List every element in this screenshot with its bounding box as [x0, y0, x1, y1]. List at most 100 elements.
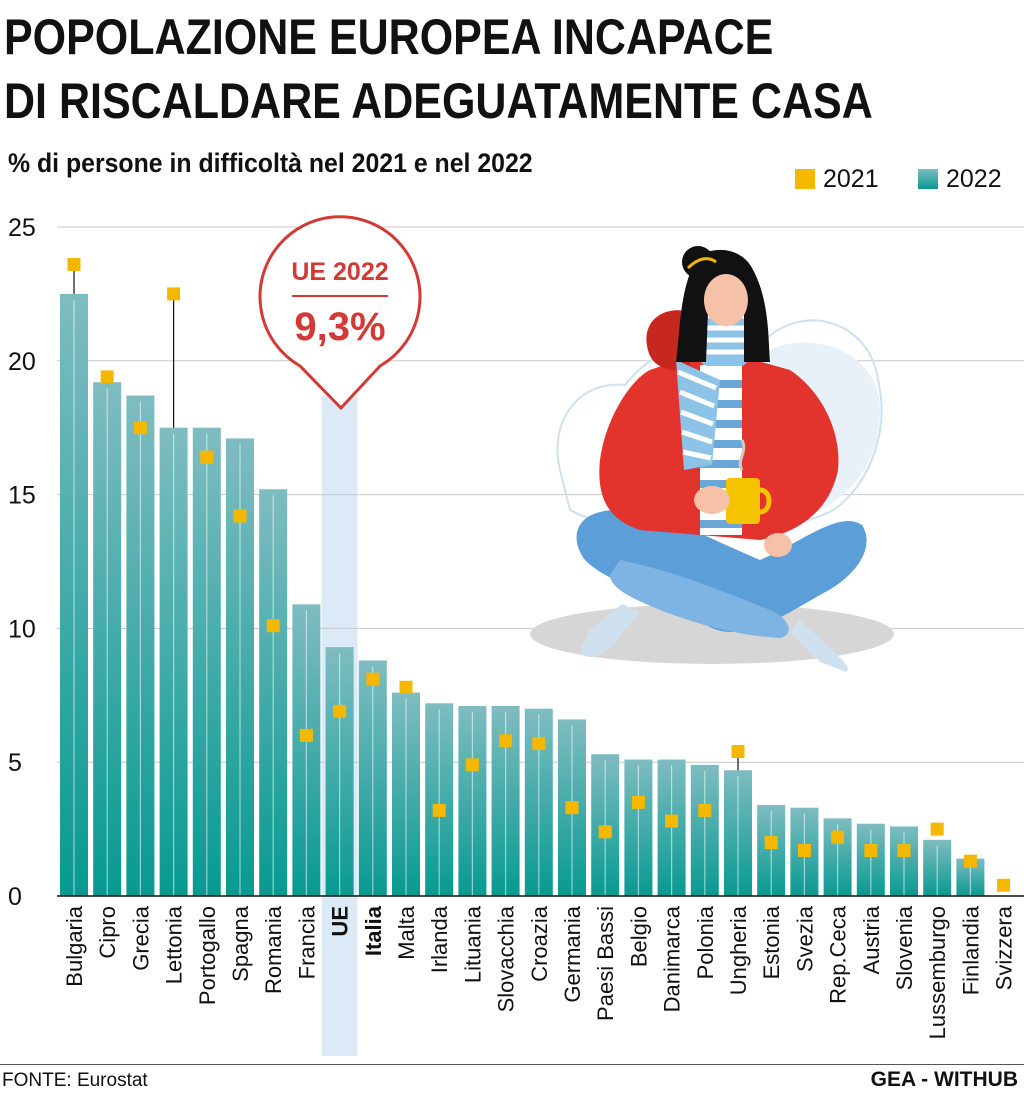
marker-2021-spagna [233, 509, 247, 523]
legend-swatch-2022 [918, 169, 938, 189]
marker-2021-lituania [465, 758, 479, 772]
shirt-stripe-8 [700, 520, 742, 528]
marker-2021-danimarca [665, 814, 679, 828]
x-tick-label-italia: Italia [361, 905, 386, 956]
x-tick-label-estonia: Estonia [759, 905, 784, 979]
marker-2021-ue [333, 704, 347, 718]
woman-illustration [530, 246, 894, 672]
legs-shape [576, 509, 867, 632]
legend-item-2022: 2022 [918, 165, 1002, 193]
x-tick-label-rep-ceca: Rep.Ceca [826, 905, 851, 1004]
x-tick-label-spagna: Spagna [228, 905, 253, 982]
marker-2021-bulgaria [67, 257, 81, 271]
x-tick-label-paesi-bassi: Paesi Bassi [593, 906, 618, 1021]
marker-2021-rep-ceca [831, 830, 845, 844]
marker-2021-irlanda [432, 803, 446, 817]
marker-2021-lussemburgo [930, 822, 944, 836]
x-tick-label-belgio: Belgio [626, 906, 651, 967]
hand-shape [694, 486, 730, 514]
ue-2022-callout: UE 2022 9,3% [258, 215, 422, 411]
marker-2021-lettonia [167, 287, 181, 301]
hand-right-shape [764, 533, 792, 557]
x-tick-label-danimarca: Danimarca [660, 905, 685, 1012]
marker-2021-austria [864, 844, 878, 858]
callout-value: 9,3% [294, 305, 385, 349]
brand-credit: GEA - WITHUB [870, 1068, 1018, 1091]
marker-2021-estonia [764, 835, 778, 849]
footer-divider [0, 1064, 1024, 1065]
marker-2021-svezia [797, 844, 811, 858]
chart-title-line-1: POPOLAZIONE EUROPEA INCAPACE [4, 9, 774, 65]
x-tick-label-bulgaria: Bulgaria [62, 905, 87, 986]
x-tick-label-irlanda: Irlanda [427, 905, 452, 973]
y-tick-label-10: 10 [8, 615, 36, 643]
marker-2021-slovacchia [499, 734, 513, 748]
x-tick-label-slovacchia: Slovacchia [494, 905, 519, 1012]
left-shoe-shape [580, 604, 640, 658]
shirt-stripe-1 [700, 380, 742, 388]
x-tick-label-slovenia: Slovenia [892, 905, 917, 990]
marker-2021-slovenia [897, 844, 911, 858]
legend-label-2022: 2022 [946, 164, 1002, 193]
x-tick-label-cipro: Cipro [95, 906, 120, 959]
right-shoe-shape [790, 620, 848, 672]
x-tick-label-ungheria: Ungheria [726, 905, 751, 995]
scarf-neck-stripes [700, 325, 748, 355]
steam-shape [738, 439, 746, 471]
marker-2021-romania [266, 619, 280, 633]
x-tick-label-malta: Malta [394, 905, 419, 960]
marker-2021-germania [565, 801, 579, 815]
marker-2021-cipro [100, 370, 114, 384]
shirt-stripe-5 [700, 460, 742, 468]
x-tick-label-croazia: Croazia [527, 905, 552, 982]
marker-2021-italia [366, 672, 380, 686]
y-tick-label-15: 15 [8, 482, 36, 510]
x-tick-label-grecia: Grecia [128, 905, 153, 971]
x-tick-label-ue: UE [328, 906, 353, 937]
marker-2021-croazia [532, 736, 546, 750]
chart-subtitle: % di persone in difficoltà nel 2021 e ne… [8, 148, 533, 178]
x-tick-label-lussemburgo: Lussemburgo [925, 906, 950, 1039]
leg-lower-shape [610, 560, 789, 638]
chart-title-line-2: DI RISCALDARE ADEGUATAMENTE CASA [4, 73, 873, 129]
shirt-stripe-4 [700, 440, 742, 448]
x-tick-label-germania: Germania [560, 905, 585, 1002]
x-tick-label-portogallo: Portogallo [195, 906, 220, 1005]
callout-label: UE 2022 [291, 258, 388, 286]
scarf-stripes [677, 369, 717, 461]
y-tick-label-20: 20 [8, 348, 36, 376]
marker-2021-ungheria [731, 744, 745, 758]
x-tick-label-austria: Austria [859, 905, 884, 974]
y-tick-label-25: 25 [8, 214, 36, 242]
x-tick-label-romania: Romania [261, 905, 286, 994]
x-tick-label-svezia: Svezia [792, 905, 817, 972]
marker-2021-finlandia [963, 854, 977, 868]
x-tick-label-francia: Francia [294, 905, 319, 979]
legend-swatch-2021 [795, 169, 815, 189]
marker-2021-paesi-bassi [598, 825, 612, 839]
y-tick-label-0: 0 [8, 883, 22, 911]
x-tick-label-polonia: Polonia [693, 905, 718, 979]
mug-handle-shape [759, 487, 772, 515]
shirt-stripe-6 [700, 480, 742, 488]
x-tick-label-lettonia: Lettonia [162, 905, 187, 984]
marker-2021-francia [299, 728, 313, 742]
mug-shape [726, 478, 760, 524]
y-tick-label-5: 5 [8, 749, 22, 777]
marker-2021-grecia [133, 421, 147, 435]
marker-2021-belgio [631, 795, 645, 809]
legend-item-2021: 2021 [795, 165, 879, 193]
face-shape [704, 274, 748, 326]
callout-bubble-shape [258, 215, 422, 411]
source-note: FONTE: Eurostat [2, 1070, 148, 1091]
x-tick-label-svizzera: Svizzera [992, 905, 1017, 990]
marker-2021-svizzera [997, 878, 1011, 892]
shirt-stripe-3 [700, 420, 742, 428]
shirt-stripe-2 [700, 400, 742, 408]
legend-label-2021: 2021 [823, 164, 879, 193]
marker-2021-malta [399, 680, 413, 694]
x-tick-label-finlandia: Finlandia [958, 905, 983, 995]
hair-band-shape [686, 257, 717, 270]
x-tick-label-lituania: Lituania [460, 905, 485, 983]
